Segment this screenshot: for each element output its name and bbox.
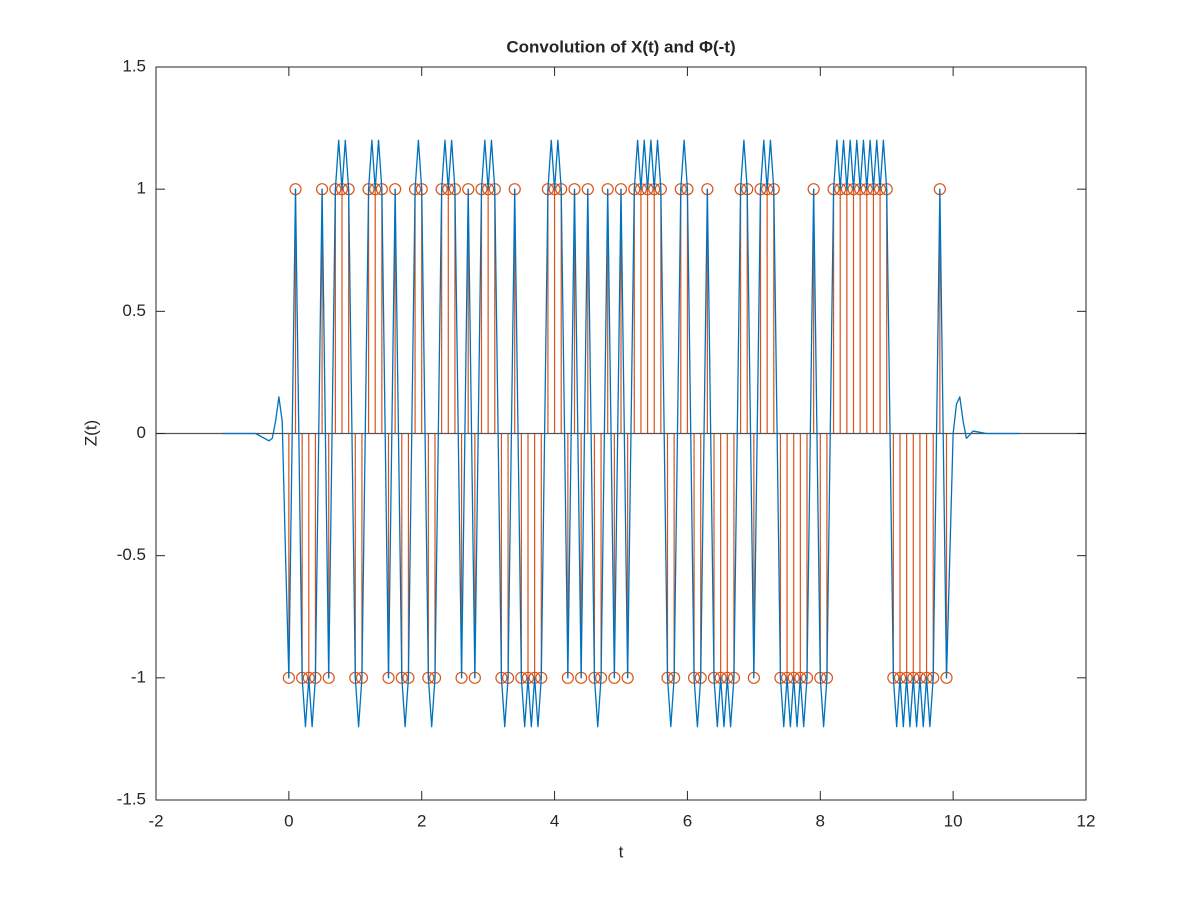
x-tick-label: 2 <box>417 811 426 830</box>
y-tick-label: 1 <box>137 179 146 198</box>
x-tick-label: 4 <box>550 811 559 830</box>
y-axis-label: Z(t) <box>81 420 100 446</box>
x-tick-label: -2 <box>148 811 163 830</box>
x-tick-label: 10 <box>944 811 963 830</box>
x-axis-label: t <box>619 842 624 861</box>
x-tick-label: 0 <box>284 811 293 830</box>
chart-title: Convolution of X(t) and Φ(-t) <box>506 37 735 56</box>
y-tick-label: -1 <box>131 667 146 686</box>
y-tick-label: 0.5 <box>122 301 146 320</box>
y-tick-label: 0 <box>137 423 146 442</box>
plot-area <box>156 139 1086 728</box>
y-tick-label: -0.5 <box>117 545 146 564</box>
x-tick-label: 8 <box>816 811 825 830</box>
data-line <box>222 139 1020 728</box>
y-tick-label: -1.5 <box>117 789 146 808</box>
x-tick-label: 6 <box>683 811 692 830</box>
x-tick-label: 12 <box>1077 811 1096 830</box>
y-tick-label: 1.5 <box>122 56 146 75</box>
